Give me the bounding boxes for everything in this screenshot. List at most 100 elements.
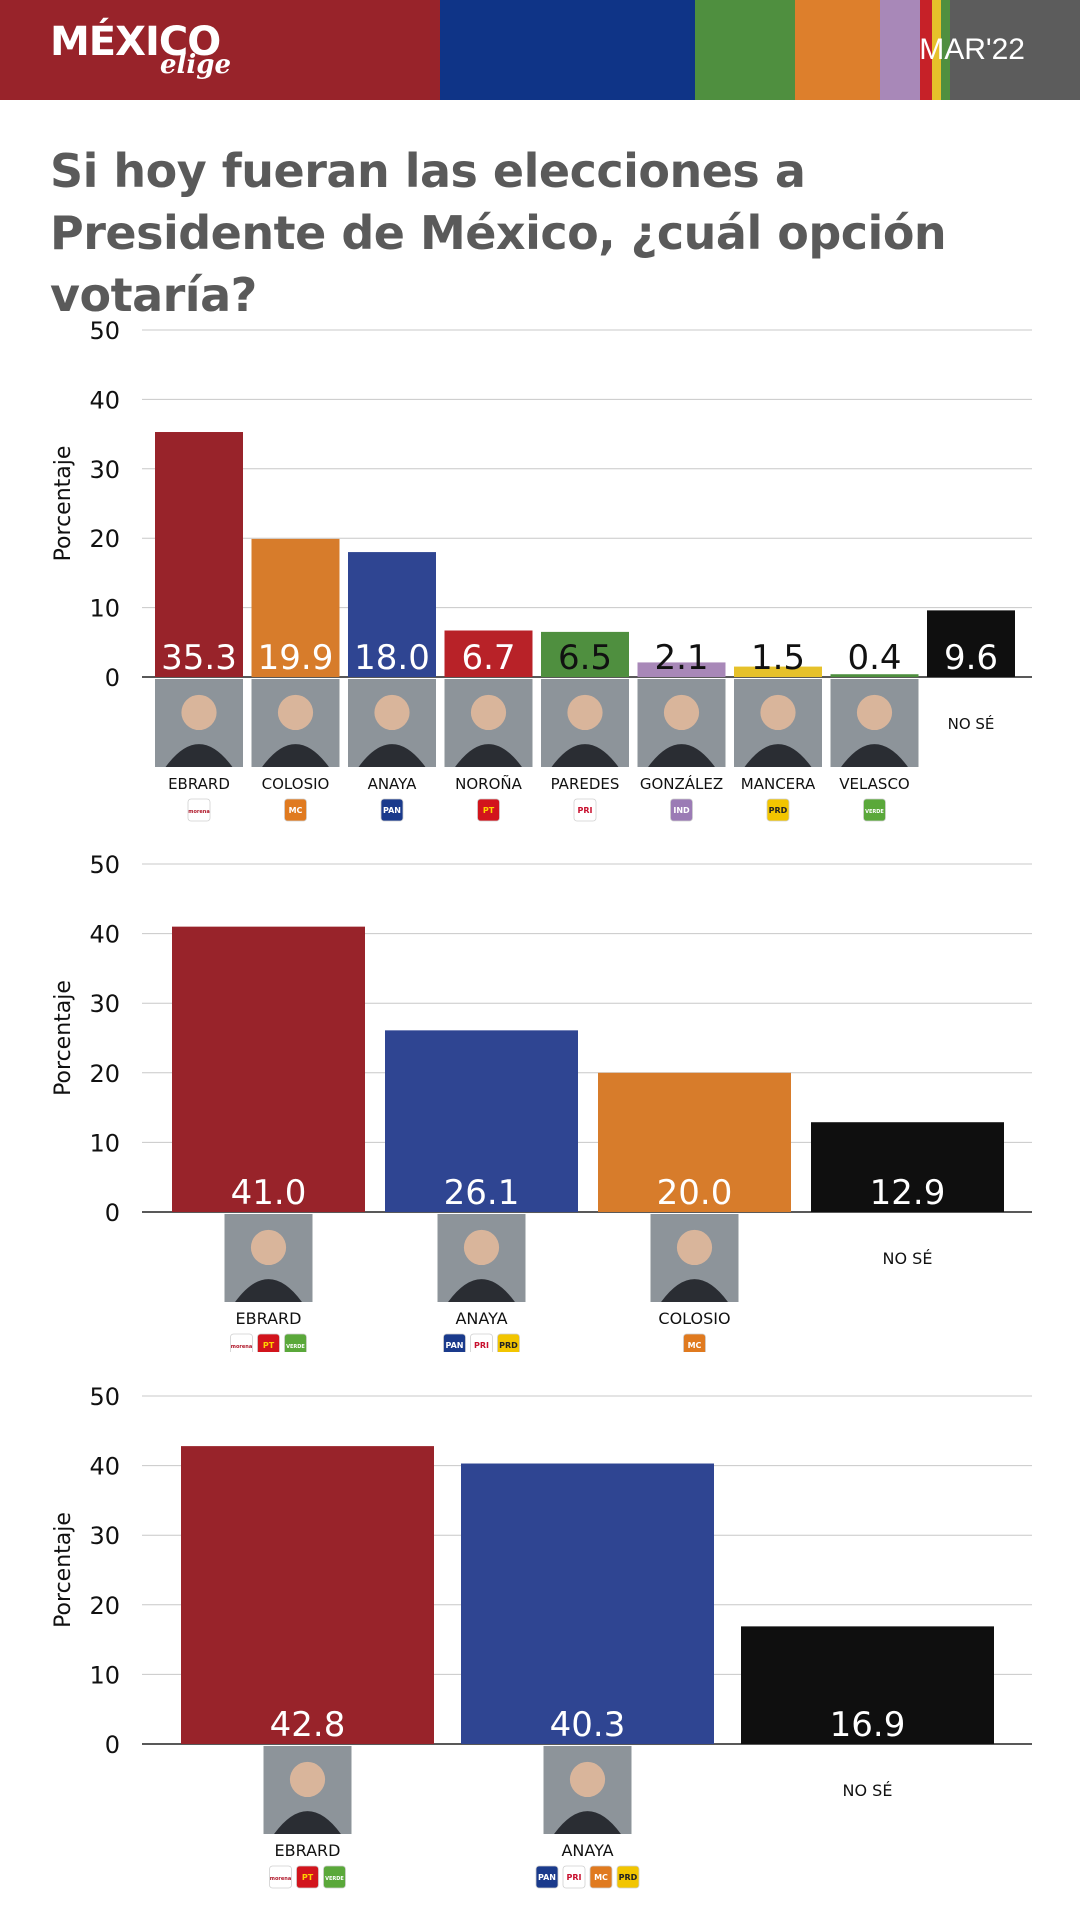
bar — [637, 662, 726, 677]
party-badge-icon — [323, 1865, 346, 1889]
brand-sub: elige — [160, 50, 232, 80]
category-label: ANAYA — [561, 1841, 613, 1860]
category-label: EBRARD — [168, 775, 230, 793]
bar — [251, 538, 340, 677]
y-tick-label: 0 — [105, 1199, 120, 1227]
value-label: 35.3 — [161, 638, 237, 678]
category-label: ANAYA — [368, 775, 418, 793]
candidate-face — [567, 694, 603, 731]
header-stripe — [920, 0, 932, 100]
category-label: MANCERA — [741, 775, 816, 793]
candidate-body — [455, 744, 522, 767]
candidate-face — [760, 694, 796, 731]
candidate-face — [463, 1229, 500, 1266]
party-badge-icon — [497, 1333, 520, 1352]
party-badge-icon — [766, 798, 790, 822]
value-label: 20.0 — [657, 1173, 733, 1213]
y-axis-label: Porcentaje — [51, 1512, 76, 1628]
y-tick-label: 10 — [89, 595, 120, 623]
value-label: 6.5 — [558, 638, 612, 678]
party-badge-label: PRI — [578, 806, 593, 815]
party-badge-icon — [562, 1865, 586, 1889]
value-label: 16.9 — [830, 1705, 906, 1745]
party-badge-label: PAN — [445, 1341, 463, 1350]
candidate-body — [448, 1279, 515, 1302]
survey-date: MAR'22 — [919, 33, 1025, 66]
y-tick-label: 40 — [89, 386, 120, 414]
party-badge-icon — [257, 1333, 280, 1352]
y-tick-label: 20 — [89, 1060, 120, 1088]
category-label: ANAYA — [455, 1309, 507, 1328]
party-badge-label: PRD — [769, 806, 788, 815]
chart-first-round: 0 10 20 30 40 50 Porcentaje 35.3 EBRARD morena 19.… — [51, 317, 1032, 822]
party-badge-label: morena — [231, 1344, 252, 1350]
party-badge-label: MC — [688, 1341, 702, 1350]
party-badge-label: PRD — [619, 1873, 638, 1882]
bar — [927, 610, 1015, 677]
y-tick-label: 0 — [105, 1731, 120, 1759]
category-label: NO SÉ — [843, 1781, 893, 1800]
party-badge-label: VERDE — [286, 1344, 305, 1350]
value-label: 2.1 — [654, 638, 708, 678]
candidate-face — [277, 694, 314, 731]
party-badge-icon — [284, 798, 307, 822]
y-axis-label: Porcentaje — [51, 980, 76, 1096]
party-badge-icon — [683, 1333, 706, 1352]
candidate-body — [661, 1279, 728, 1302]
candidate-body — [165, 744, 233, 767]
value-label: 41.0 — [231, 1173, 307, 1213]
bar — [734, 666, 822, 677]
header-stripe — [795, 0, 880, 100]
party-badge-icon — [230, 1333, 253, 1352]
candidate-face — [374, 694, 410, 731]
party-badge-label: VERDE — [865, 809, 884, 815]
value-label: 26.1 — [444, 1173, 520, 1213]
candidate-face — [569, 1761, 606, 1798]
header-stripe — [0, 0, 440, 100]
party-badge-icon — [269, 1865, 292, 1889]
chart-three-way: 0 10 20 30 40 50 Porcentaje 41.0 EBRARD morena PT V… — [51, 851, 1032, 1352]
candidate-face — [289, 1761, 326, 1798]
bar — [181, 1446, 434, 1744]
party-badge-label: VERDE — [325, 1876, 344, 1882]
y-axis-label: Porcentaje — [51, 446, 76, 562]
value-label: 0.4 — [847, 638, 901, 678]
y-tick-label: 10 — [89, 1661, 120, 1689]
brand-logo: MÉXICO elige — [50, 22, 231, 78]
header-stripe — [941, 0, 950, 100]
party-badge-label: MC — [594, 1873, 608, 1882]
page-title: Si hoy fueran las elecciones a President… — [50, 144, 947, 322]
header-banner — [0, 0, 1080, 100]
party-badge-icon — [863, 798, 886, 822]
bar — [598, 1072, 791, 1212]
candidate-body — [274, 1811, 341, 1834]
candidate-face — [470, 694, 507, 731]
party-badge-icon — [380, 798, 404, 822]
value-label: 19.9 — [258, 638, 334, 678]
party-badge-icon — [616, 1865, 640, 1889]
y-tick-label: 20 — [89, 1592, 120, 1620]
party-badge-label: PAN — [538, 1873, 556, 1882]
party-badge-label: PRI — [474, 1341, 489, 1350]
y-tick-label: 30 — [89, 990, 120, 1018]
header-stripe — [950, 0, 1080, 100]
party-badge-icon — [589, 1865, 613, 1889]
party-badge-icon — [470, 1333, 493, 1352]
candidate-body — [841, 744, 908, 767]
party-badge-label: MC — [289, 806, 303, 815]
party-badge-icon — [296, 1865, 319, 1889]
party-badge-label: morena — [188, 809, 209, 815]
category-label: NO SÉ — [883, 1249, 933, 1268]
y-tick-label: 40 — [89, 921, 120, 949]
party-badge-icon — [477, 798, 500, 822]
candidate-face — [250, 1229, 287, 1266]
category-label: EBRARD — [275, 1841, 341, 1860]
value-label: 40.3 — [550, 1705, 626, 1745]
party-badge-icon — [443, 1333, 466, 1352]
category-label: VELASCO — [839, 775, 910, 793]
party-badge-icon — [187, 798, 211, 822]
candidate-body — [744, 744, 812, 767]
candidate-body — [358, 744, 426, 767]
y-tick-label: 50 — [89, 317, 120, 345]
y-tick-label: 30 — [89, 1522, 120, 1550]
